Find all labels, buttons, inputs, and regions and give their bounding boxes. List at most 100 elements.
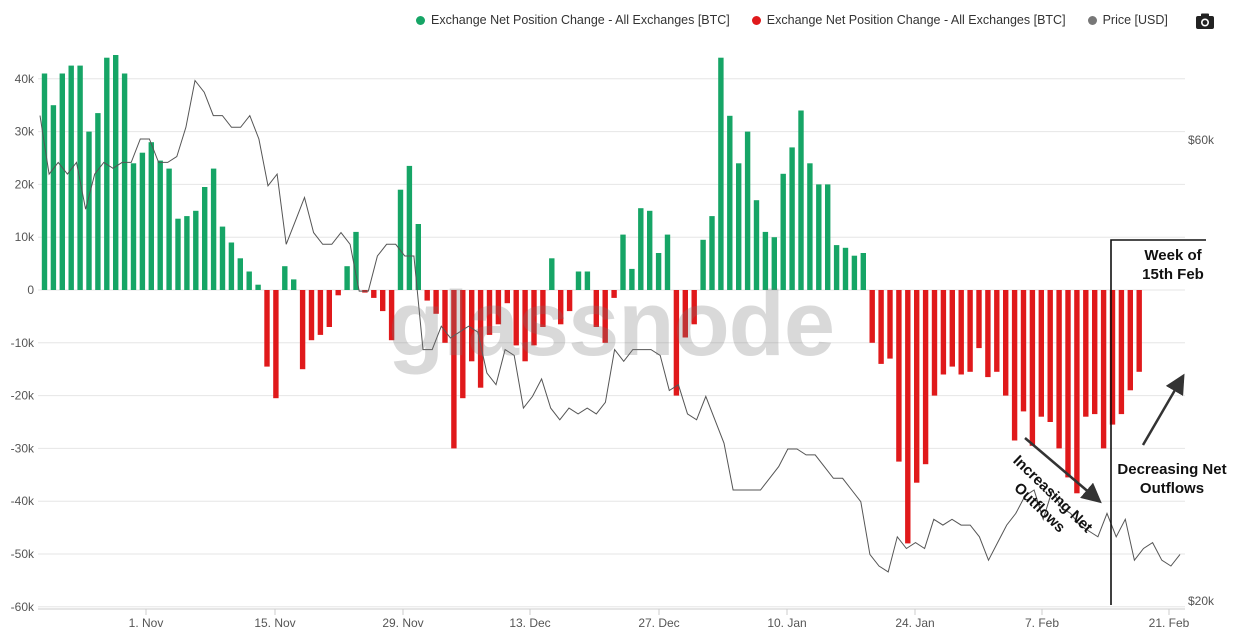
bar-negative	[299, 290, 306, 370]
x-tick-label: 29. Nov	[382, 616, 423, 630]
bar-positive	[237, 258, 243, 290]
bar-positive	[700, 239, 706, 290]
legend-item-outflow[interactable]: Exchange Net Position Change - All Excha…	[751, 13, 1066, 27]
bar-negative	[949, 290, 955, 367]
bar-negative	[558, 290, 564, 325]
bar-positive	[148, 142, 154, 290]
bar-positive	[638, 208, 644, 290]
bar-negative	[504, 290, 510, 304]
bar-negative	[1092, 290, 1098, 415]
bar-negative	[1136, 290, 1142, 372]
y-tick-label: 0	[27, 283, 34, 297]
y-tick-label: -10k	[11, 336, 35, 350]
bar-positive	[113, 55, 119, 290]
legend-dot-green	[416, 15, 425, 25]
bar-positive	[851, 255, 858, 290]
bar-positive	[291, 279, 297, 290]
bar-positive	[59, 73, 65, 290]
y2-tick-label: $20k	[1188, 594, 1215, 608]
annotation-box	[1110, 239, 1206, 605]
bar-positive	[139, 152, 146, 290]
bar-positive	[736, 163, 742, 290]
bar-negative	[486, 290, 493, 335]
x-tick-label: 21. Feb	[1149, 616, 1190, 630]
bar-negative	[1100, 290, 1107, 449]
camera-icon[interactable]	[1195, 12, 1215, 30]
bar-positive	[202, 187, 208, 290]
bar-negative	[1109, 290, 1116, 425]
y-tick-label: -40k	[11, 494, 35, 508]
bar-negative	[691, 290, 697, 325]
bar-negative	[914, 290, 920, 483]
bar-negative	[1127, 290, 1133, 391]
bar-positive	[95, 113, 101, 290]
bar-negative	[513, 290, 519, 346]
bar-negative	[887, 290, 893, 359]
bar-negative	[1118, 290, 1125, 415]
bar-positive	[121, 73, 128, 290]
bar-positive	[753, 200, 760, 290]
bar-negative	[460, 290, 466, 399]
y-tick-label: 20k	[15, 177, 35, 191]
bar-negative	[878, 290, 884, 364]
bar-negative	[433, 290, 439, 314]
bar-positive	[397, 189, 404, 290]
bar-positive	[860, 253, 866, 290]
bar-negative	[477, 290, 484, 388]
bar-positive	[762, 231, 769, 290]
bar-positive	[629, 268, 635, 290]
bar-positive	[282, 266, 288, 290]
bar-positive	[575, 271, 582, 290]
y-tick-label: -30k	[11, 441, 35, 455]
bar-positive	[620, 234, 626, 290]
bar-positive	[825, 184, 831, 290]
bar-positive	[655, 253, 662, 290]
arrow-decreasing	[1141, 373, 1185, 446]
y-tick-label: 40k	[15, 72, 35, 86]
legend-item-inflow[interactable]: Exchange Net Position Change - All Excha…	[416, 13, 730, 27]
bar-positive	[41, 73, 48, 290]
y-tick-label: -60k	[11, 600, 35, 614]
annotation-decreasing: Decreasing Net Outflows	[1117, 461, 1227, 497]
bar-negative	[922, 290, 929, 465]
bar-positive	[104, 57, 110, 291]
bar-negative	[469, 290, 475, 362]
bar-positive	[842, 247, 849, 290]
legend-item-price[interactable]: Price [USD]	[1087, 13, 1168, 27]
x-tick-label: 27. Dec	[638, 616, 679, 630]
bar-negative	[1056, 290, 1062, 449]
bar-positive	[780, 173, 786, 290]
bar-negative	[264, 290, 270, 367]
bar-negative	[442, 290, 448, 343]
x-tick-label: 13. Dec	[509, 616, 550, 630]
bar-positive	[415, 224, 421, 290]
bar-negative	[602, 290, 608, 343]
bar-negative	[1083, 290, 1089, 417]
bar-positive	[255, 284, 261, 290]
bar-positive	[219, 226, 226, 290]
bar-negative	[326, 290, 332, 327]
bar-positive	[344, 266, 350, 290]
bar-positive	[184, 216, 190, 290]
bar-positive	[157, 160, 163, 290]
bar-negative	[317, 290, 324, 335]
bar-negative	[335, 290, 341, 296]
bar-positive	[549, 258, 555, 290]
bar-negative	[976, 290, 982, 349]
bar-positive	[353, 231, 359, 290]
bar-negative	[958, 290, 964, 375]
bar-negative	[994, 290, 1000, 372]
bar-positive	[246, 271, 252, 290]
bar-negative	[1011, 290, 1018, 441]
bar-positive	[68, 65, 74, 290]
bar-negative	[896, 290, 902, 462]
bar-positive	[664, 234, 671, 290]
bar-negative	[273, 290, 279, 399]
bar-positive	[193, 210, 199, 290]
legend-label-inflow: Exchange Net Position Change - All Excha…	[431, 13, 730, 27]
legend: Exchange Net Position Change - All Excha…	[416, 13, 1168, 27]
bar-positive	[789, 147, 795, 290]
bar-positive	[744, 131, 751, 290]
bar-negative	[1047, 290, 1053, 422]
